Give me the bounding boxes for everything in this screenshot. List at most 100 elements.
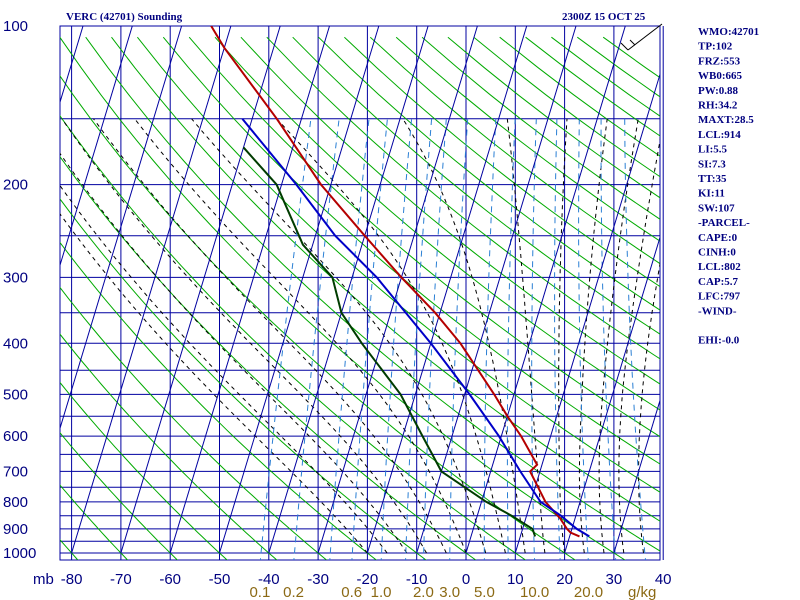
moist-adiabat <box>134 118 467 554</box>
dewpoint-line <box>242 146 537 537</box>
index-row: TT:35 <box>698 173 727 185</box>
temperature-tick-label: -50 <box>209 571 231 588</box>
dry-adiabat <box>551 36 660 117</box>
index-row: LI:5.5 <box>698 144 728 156</box>
dry-adiabat <box>60 432 179 560</box>
dry-adiabat <box>369 36 660 265</box>
dry-adiabat <box>60 286 328 560</box>
plot-frame <box>59 25 661 561</box>
mixing-ratio-line <box>506 118 516 560</box>
index-row: CAP:5.7 <box>698 276 739 288</box>
moist-adiabat <box>598 118 639 554</box>
isotherm <box>219 26 380 554</box>
mixing-ratio-label: 0.1 <box>249 584 270 600</box>
mixing-ratio-label: 0.6 <box>341 584 362 600</box>
index-row: CINH:0 <box>698 247 736 259</box>
isotherm <box>120 26 281 554</box>
series-layer <box>210 26 590 538</box>
valid-time: 2300Z 15 OCT 25 <box>562 11 646 23</box>
mixing-ratio-line <box>578 118 589 560</box>
temperature-tick-label: -30 <box>307 571 329 588</box>
temperature-tick-label: -60 <box>159 571 181 588</box>
isotherm <box>613 398 660 554</box>
index-row: LFC:797 <box>698 291 741 303</box>
mixing-ratio-line <box>422 118 447 560</box>
mixing-ratio-line <box>405 118 433 560</box>
index-row: LCL:802 <box>698 261 741 273</box>
dry-adiabat <box>111 36 660 522</box>
adiabat-layer <box>60 26 660 560</box>
moist-adiabat <box>506 118 546 554</box>
temperature-tick-label: -40 <box>258 571 280 588</box>
moist-adiabat <box>558 118 568 554</box>
dry-adiabat <box>60 333 278 560</box>
index-row: WMO:42701 <box>698 26 759 38</box>
isotherm <box>60 26 183 431</box>
dry-adiabat <box>214 36 660 411</box>
mixing-ratio-label: 5.0 <box>474 584 495 600</box>
pressure-label: 300 <box>3 269 28 286</box>
index-row: CAPE:0 <box>698 232 738 244</box>
mixing-ratio-label: 10.0 <box>520 584 549 600</box>
moist-adiabat <box>60 184 388 554</box>
isotherm <box>416 26 577 554</box>
pressure-label: 400 <box>3 335 28 352</box>
dry-adiabat <box>188 36 660 438</box>
mixing-ratio-line <box>531 118 537 560</box>
index-row: WB0:665 <box>698 70 743 82</box>
mixing-ratio-line <box>600 118 617 560</box>
chart-title: VERC (42701) Sounding <box>66 11 183 23</box>
pressure-label: 600 <box>3 428 28 445</box>
temperature-tick-label: 30 <box>606 571 623 588</box>
dry-adiabat <box>60 198 427 560</box>
dry-adiabat <box>60 484 129 560</box>
isotherm <box>317 26 478 554</box>
moist-adiabat <box>618 138 660 554</box>
index-row: EHI:-0.0 <box>698 335 740 347</box>
isotherm <box>268 26 429 554</box>
dry-adiabat <box>60 75 577 560</box>
mixing-ratio-line <box>380 118 413 560</box>
wind-barb <box>620 23 663 51</box>
index-row: KI:11 <box>698 188 725 200</box>
moist-adiabat <box>276 118 506 554</box>
dry-adiabat <box>60 155 477 560</box>
temperature-tick-label: 40 <box>655 571 672 588</box>
index-row: LCL:914 <box>698 129 741 141</box>
moist-adiabat <box>93 118 447 554</box>
temperature-tick-label: -10 <box>406 571 428 588</box>
index-row: MAXT:28.5 <box>698 114 754 126</box>
mixing-ratio-label: 0.2 <box>283 584 304 600</box>
index-row: -PARCEL- <box>698 217 750 229</box>
mixing-ratio-line <box>624 118 647 560</box>
moist-adiabat <box>578 118 608 554</box>
mixing-ratio-line <box>259 118 312 560</box>
pressure-unit-label: mb <box>33 571 54 588</box>
moist-adiabat <box>60 213 368 554</box>
mixing-ratio-label: 3.0 <box>439 584 460 600</box>
wind-barb-flag <box>629 39 636 46</box>
wind-barb-flag <box>620 42 629 51</box>
temperature-tick-label: 20 <box>556 571 573 588</box>
mixing-ratio-unit: g/kg <box>628 584 656 600</box>
isotherm <box>564 235 660 554</box>
pressure-label: 100 <box>3 18 28 35</box>
mixing-ratio-label: 20.0 <box>574 584 603 600</box>
pressure-label: 900 <box>3 521 28 538</box>
mixing-ratio-label: 1.0 <box>371 584 392 600</box>
moist-adiabat <box>61 118 428 554</box>
temperature-tick-label: -70 <box>110 571 132 588</box>
dry-adiabat <box>266 36 660 360</box>
pressure-label: 200 <box>3 177 28 194</box>
index-row: SI:7.3 <box>698 158 726 170</box>
pressure-label: 700 <box>3 463 28 480</box>
parcel-line <box>241 118 590 538</box>
dry-adiabat <box>137 36 660 493</box>
pressure-label: 500 <box>3 386 28 403</box>
dry-adiabat <box>162 36 660 465</box>
moist-adiabat <box>638 261 660 554</box>
mixing-ratio-line <box>351 118 388 560</box>
temperature-tick-label: -20 <box>357 571 379 588</box>
